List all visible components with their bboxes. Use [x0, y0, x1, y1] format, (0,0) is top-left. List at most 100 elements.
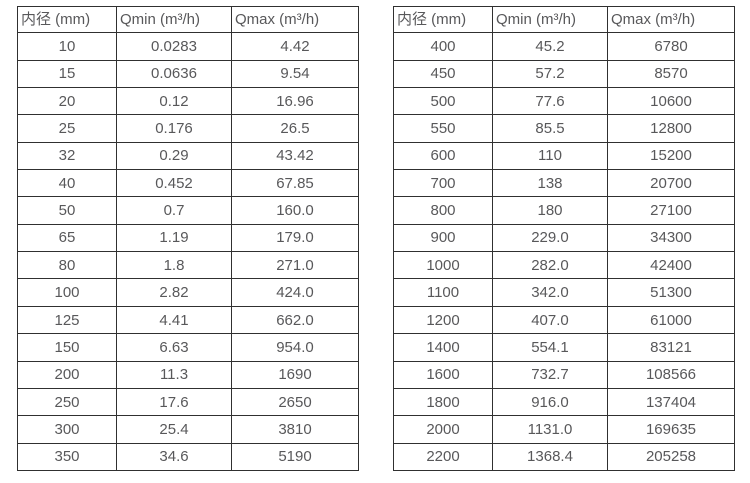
table-row: 700 138 20700 [393, 169, 735, 198]
table-cell: 80 [17, 251, 117, 280]
table-cell: 300 [17, 415, 117, 444]
table-cell: 2200 [393, 442, 493, 472]
table-cell: 500 [393, 87, 493, 116]
table-cell: 1000 [393, 251, 493, 280]
table-cell: 271.0 [231, 251, 359, 280]
table-cell: 150 [17, 333, 117, 362]
table-cell: 16.96 [231, 87, 359, 116]
table-cell: 6.63 [116, 333, 232, 362]
table-cell: 1131.0 [492, 415, 608, 444]
table-cell: 180 [492, 196, 608, 225]
table-cell: 700 [393, 169, 493, 198]
table-cell: 125 [17, 305, 117, 335]
table-cell: 27100 [607, 196, 735, 225]
table-cell: 205258 [607, 442, 735, 472]
table-cell: 1400 [393, 333, 493, 362]
table-cell: 9.54 [231, 59, 359, 89]
table-row: 2200 1368.4 205258 [393, 442, 735, 472]
table-cell: 51300 [607, 278, 735, 307]
table-cell: 954.0 [231, 333, 359, 362]
table-cell: 57.2 [492, 59, 608, 89]
table-row: 40 0.452 67.85 [17, 169, 359, 198]
table-row: 125 4.41 662.0 [17, 305, 359, 335]
table-cell: 1368.4 [492, 442, 608, 472]
table-cell: 43.42 [231, 141, 359, 171]
table-row: 50 0.7 160.0 [17, 196, 359, 225]
table-cell: 282.0 [492, 251, 608, 280]
flow-spec-table-large-diameters: 内径 (mm) Qmin (m³/h) Qmax (m³/h) 400 45.2 6… [393, 5, 735, 472]
table-cell: 0.0636 [116, 59, 232, 89]
table-cell: 1800 [393, 387, 493, 417]
table-cell: 0.12 [116, 87, 232, 116]
table-row: 1600 732.7 108566 [393, 360, 735, 389]
table-cell: 61000 [607, 305, 735, 335]
table-cell: 1690 [231, 360, 359, 389]
header-qmin: Qmin (m³/h) [492, 5, 608, 34]
table-cell: 34.6 [116, 442, 232, 472]
table-row: 2000 1131.0 169635 [393, 415, 735, 444]
table-row: 1000 282.0 42400 [393, 251, 735, 280]
table-cell: 4.41 [116, 305, 232, 335]
table-cell: 169635 [607, 415, 735, 444]
table-cell: 0.0283 [116, 32, 232, 61]
table-row: 100 2.82 424.0 [17, 278, 359, 307]
table-cell: 40 [17, 169, 117, 198]
table-row: 200 11.3 1690 [17, 360, 359, 389]
table-cell: 407.0 [492, 305, 608, 335]
table-cell: 11.3 [116, 360, 232, 389]
table-cell: 0.176 [116, 114, 232, 143]
table-cell: 1600 [393, 360, 493, 389]
table-cell: 34300 [607, 223, 735, 253]
table-cell: 108566 [607, 360, 735, 389]
table-row: 500 77.6 10600 [393, 87, 735, 116]
table-row: 600 110 15200 [393, 141, 735, 171]
table-header-row: 内径 (mm) Qmin (m³/h) Qmax (m³/h) [17, 5, 359, 34]
table-cell: 250 [17, 387, 117, 417]
table-cell: 17.6 [116, 387, 232, 417]
table-row: 1800 916.0 137404 [393, 387, 735, 417]
table-row: 80 1.8 271.0 [17, 251, 359, 280]
table-cell: 15 [17, 59, 117, 89]
table-row: 350 34.6 5190 [17, 442, 359, 472]
table-row: 15 0.0636 9.54 [17, 59, 359, 89]
table-body: 10 0.0283 4.42 15 0.0636 9.54 20 0.12 16.96 25 0.1… [17, 32, 359, 472]
table-cell: 450 [393, 59, 493, 89]
table-cell: 550 [393, 114, 493, 143]
table-row: 1100 342.0 51300 [393, 278, 735, 307]
table-cell: 554.1 [492, 333, 608, 362]
table-cell: 916.0 [492, 387, 608, 417]
table-cell: 15200 [607, 141, 735, 171]
table-cell: 0.7 [116, 196, 232, 225]
table-cell: 424.0 [231, 278, 359, 307]
table-cell: 229.0 [492, 223, 608, 253]
table-row: 10 0.0283 4.42 [17, 32, 359, 61]
table-cell: 45.2 [492, 32, 608, 61]
table-row: 20 0.12 16.96 [17, 87, 359, 116]
table-cell: 85.5 [492, 114, 608, 143]
table-cell: 6780 [607, 32, 735, 61]
table-cell: 200 [17, 360, 117, 389]
table-cell: 1100 [393, 278, 493, 307]
table-cell: 342.0 [492, 278, 608, 307]
header-qmin: Qmin (m³/h) [116, 5, 232, 34]
table-cell: 3810 [231, 415, 359, 444]
header-inner-diameter: 内径 (mm) [393, 5, 493, 34]
table-row: 250 17.6 2650 [17, 387, 359, 417]
table-cell: 2000 [393, 415, 493, 444]
table-cell: 2.82 [116, 278, 232, 307]
table-row: 65 1.19 179.0 [17, 223, 359, 253]
table-cell: 110 [492, 141, 608, 171]
table-cell: 4.42 [231, 32, 359, 61]
table-cell: 65 [17, 223, 117, 253]
table-cell: 5190 [231, 442, 359, 472]
table-row: 450 57.2 8570 [393, 59, 735, 89]
table-cell: 25 [17, 114, 117, 143]
table-cell: 160.0 [231, 196, 359, 225]
table-cell: 8570 [607, 59, 735, 89]
table-row: 550 85.5 12800 [393, 114, 735, 143]
header-qmax: Qmax (m³/h) [231, 5, 359, 34]
table-row: 32 0.29 43.42 [17, 141, 359, 171]
table-cell: 179.0 [231, 223, 359, 253]
table-cell: 32 [17, 141, 117, 171]
